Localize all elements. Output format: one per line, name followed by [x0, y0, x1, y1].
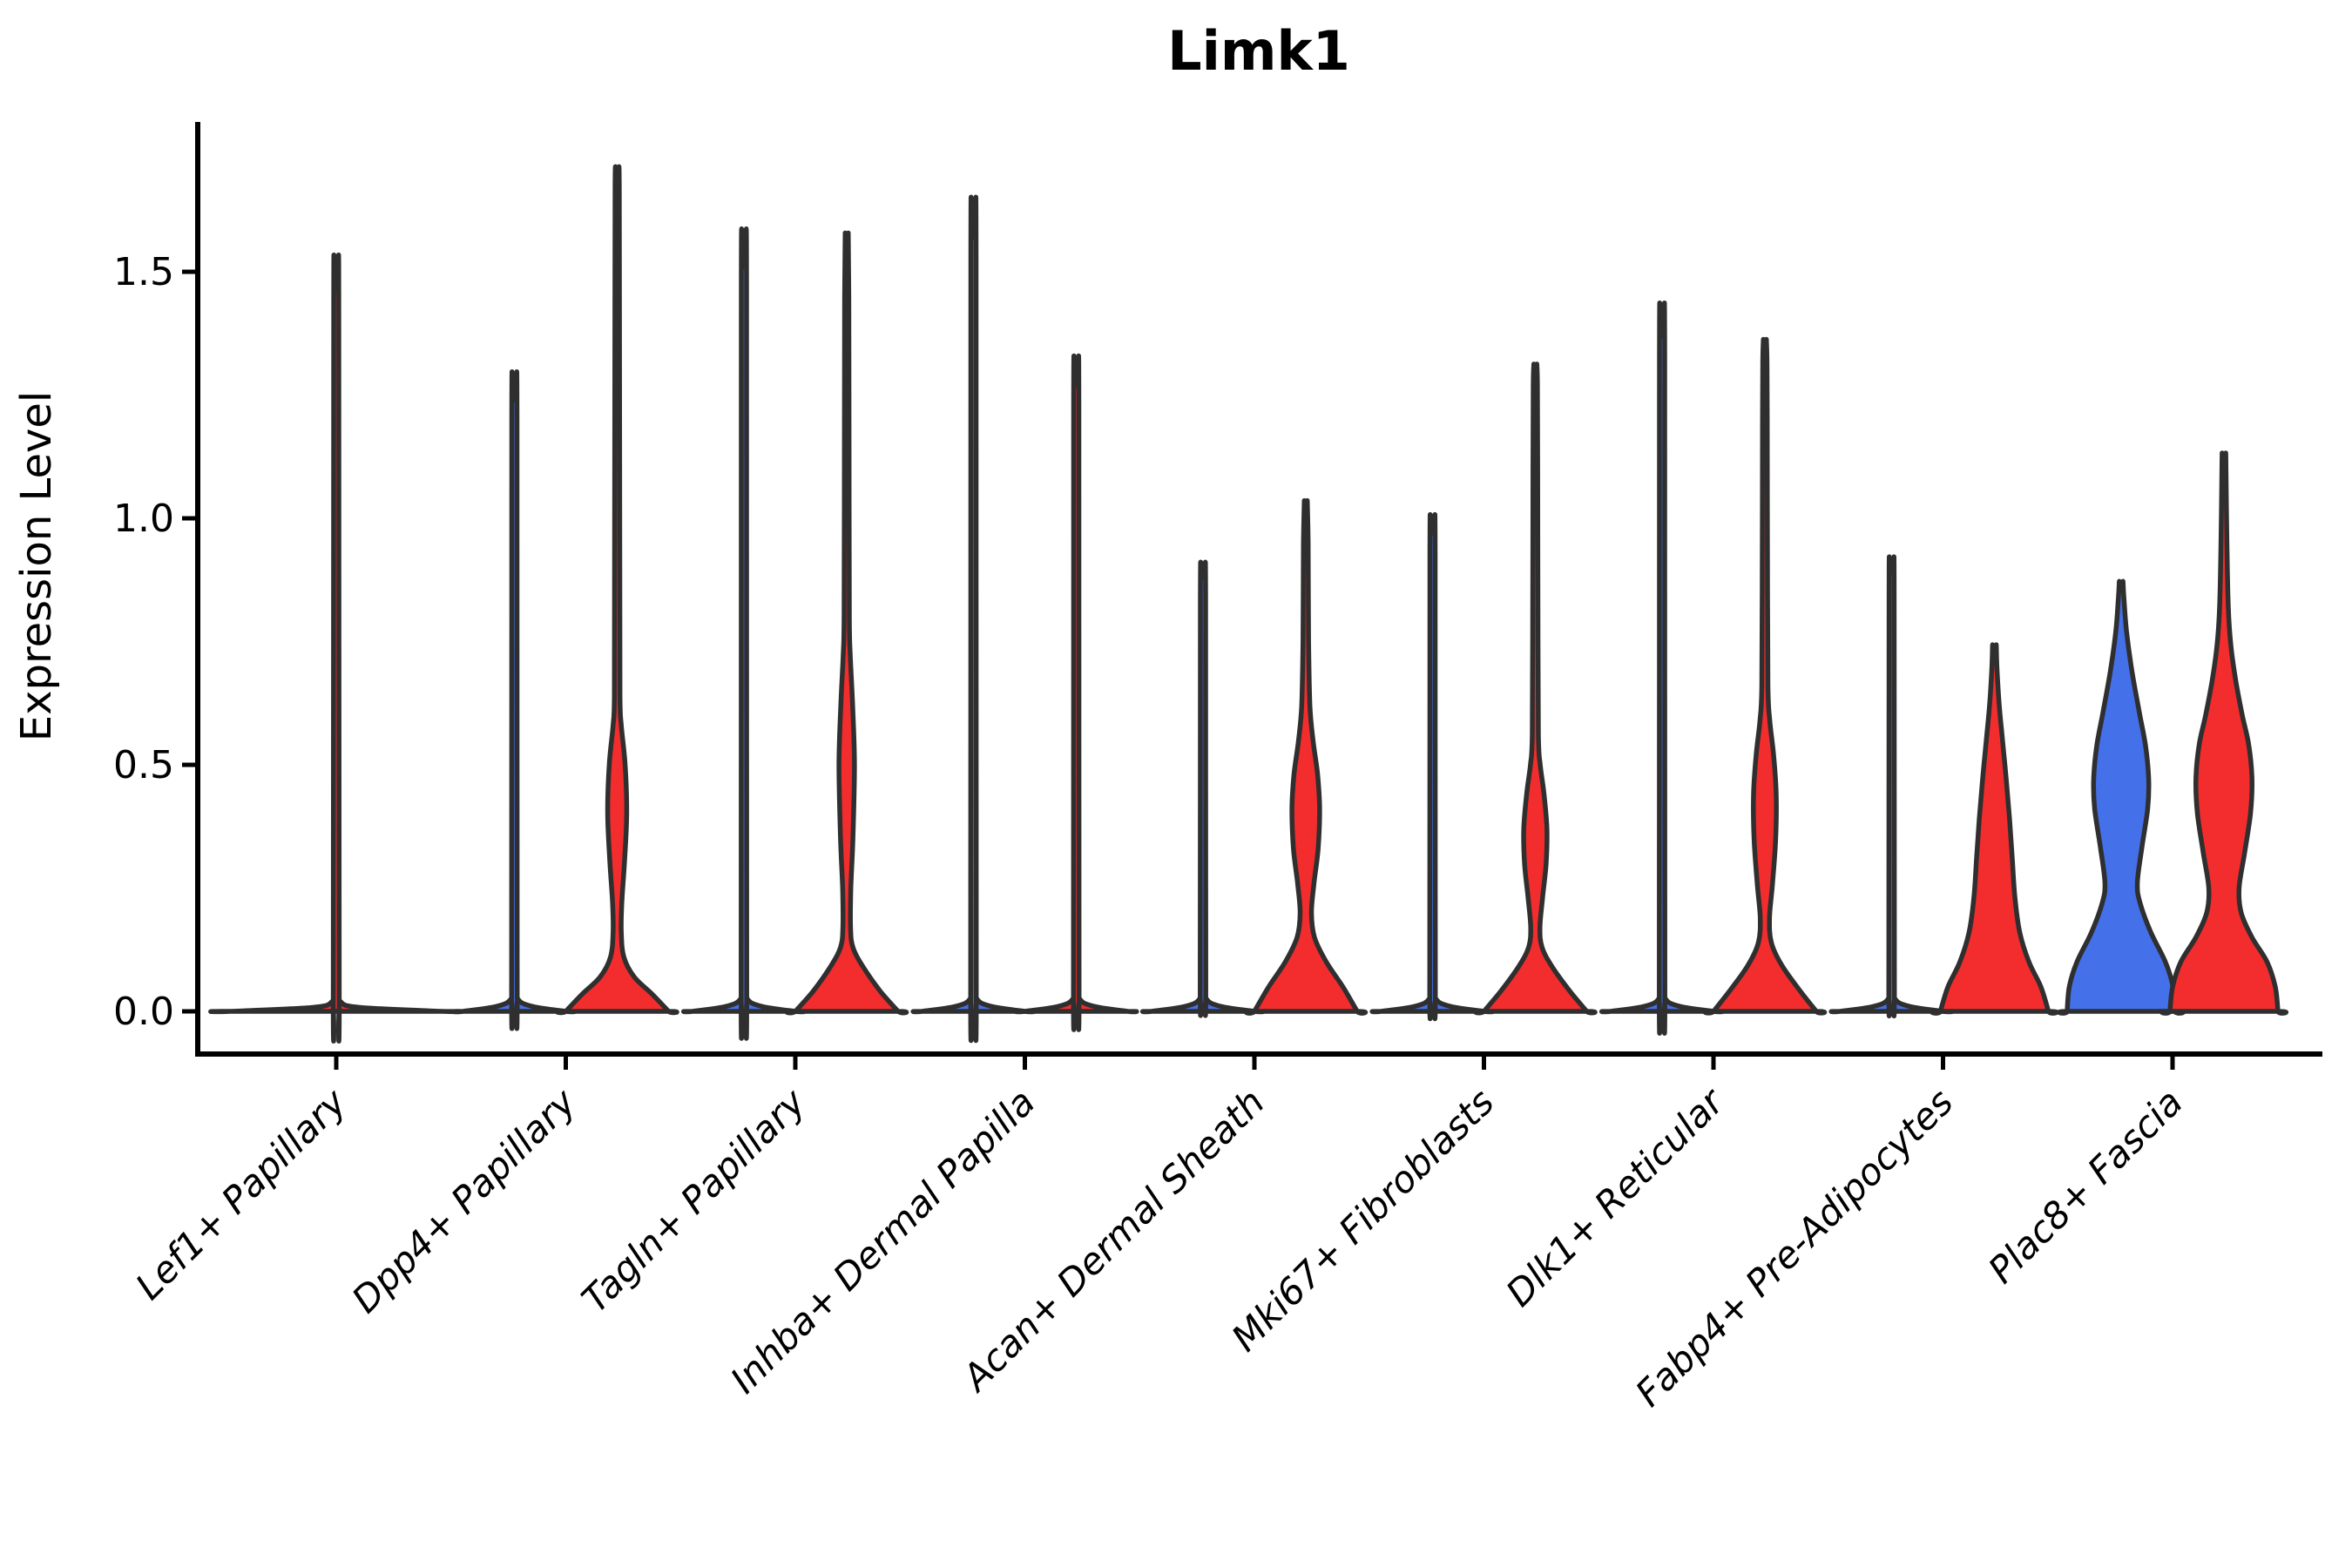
violin-dlk1-right	[1702, 336, 1828, 1016]
y-tick-label: 0.5	[113, 743, 174, 787]
x-tick-label: Plac8+ Fascia	[1980, 1080, 2191, 1291]
violin-acan-right	[1243, 497, 1369, 1016]
violin-mki67-right	[1473, 362, 1598, 1016]
axis-spines	[195, 122, 2322, 1057]
violin-dpp4-right	[555, 164, 679, 1016]
violin-mki67-left	[1369, 511, 1496, 1022]
violin-plac8-left	[2057, 578, 2186, 1016]
x-tick-label: Mki67+ Fibroblasts	[1223, 1080, 1502, 1359]
violin-dpp4-left	[451, 369, 578, 1031]
y-axis: 0.0 0.5 1.0 1.5	[113, 250, 198, 1034]
violin-series	[208, 164, 2288, 1044]
x-tick-label: Tagln+ Papillary	[573, 1080, 814, 1321]
y-tick-label: 1.5	[113, 250, 174, 294]
chart-title: Limk1	[1167, 19, 1350, 83]
violin-fabp4-left	[1828, 554, 1955, 1019]
y-tick-label: 0.0	[113, 990, 174, 1034]
violin-dlk1-left	[1598, 300, 1726, 1036]
violin-inhba-right	[1013, 353, 1139, 1032]
violin-fabp4-right	[1930, 642, 2059, 1016]
x-tick-label: Lef1+ Papillary	[127, 1080, 355, 1308]
violin-tagln-left	[680, 226, 808, 1041]
violin-acan-left	[1139, 559, 1267, 1018]
violin-tagln-right	[784, 230, 909, 1016]
x-tick-label: Dlk1+ Reticular	[1497, 1078, 1734, 1315]
violin-lef1-center	[208, 252, 464, 1044]
y-tick-label: 1.0	[113, 497, 174, 541]
violin-plac8-right	[2159, 450, 2288, 1016]
x-tick-label: Dpp4+ Papillary	[343, 1080, 585, 1321]
violin-inhba-left	[910, 194, 1037, 1044]
y-axis-label: Expression Level	[12, 391, 61, 742]
